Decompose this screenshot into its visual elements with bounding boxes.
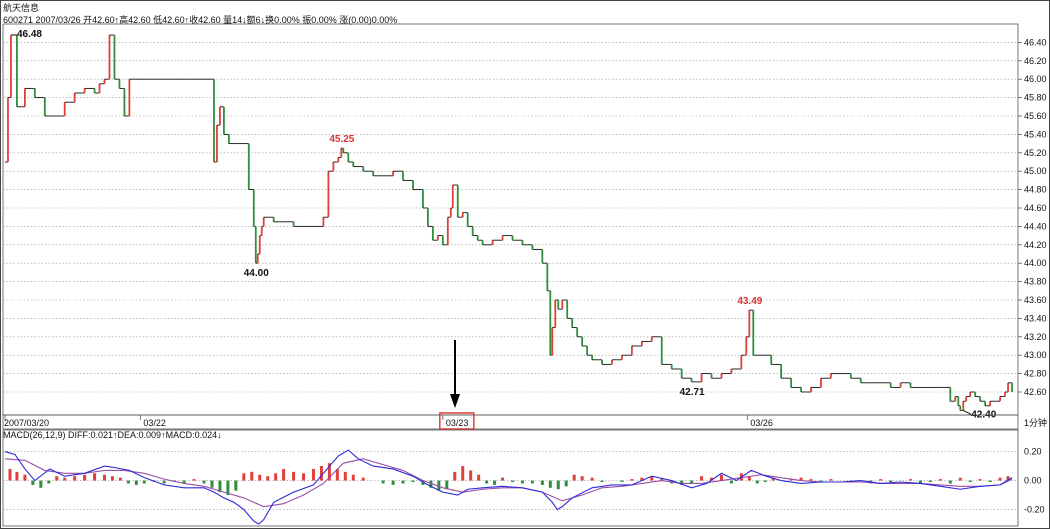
price-annotation-label: 44.00 <box>244 268 269 279</box>
date-tick-label: 03/23 <box>446 418 469 428</box>
price-y-tick-label: 44.00 <box>1024 258 1047 268</box>
macd-panel <box>2 429 1019 527</box>
price-y-tick-label: 43.60 <box>1024 295 1047 305</box>
price-y-tick-label: 46.40 <box>1024 37 1047 47</box>
macd-lines <box>4 449 1013 525</box>
date-tick-label: 03/26 <box>750 418 773 428</box>
price-annotation-label: 43.49 <box>737 296 762 307</box>
interval-label[interactable]: 1分钟 <box>1024 417 1047 428</box>
price-y-tick-label: 45.80 <box>1024 93 1047 103</box>
price-y-tick-label: 43.20 <box>1024 332 1047 342</box>
date-x-axis: 2007/03/20 03/22 03/23 03/26 <box>4 412 773 430</box>
macd-y-tick-label: 0.20 <box>1024 447 1042 457</box>
macd-title: MACD(26,12,9) DIFF:0.021↑DEA:0.009↑MACD:… <box>3 430 222 440</box>
price-annotation-label: 46.48 <box>17 29 42 40</box>
date-tick-label: 2007/03/20 <box>4 418 49 428</box>
price-annotation-label: 42.71 <box>680 387 705 398</box>
diff-line <box>4 449 1013 525</box>
price-y-axis: 46.40 46.20 46.00 45.80 45.60 45.40 45.20 45.00… <box>1018 37 1047 397</box>
macd-y-tick-label: 0.00 <box>1024 476 1042 486</box>
price-y-tick-label: 46.00 <box>1024 74 1047 84</box>
price-y-tick-label: 42.60 <box>1024 387 1047 397</box>
price-y-tick-label: 44.80 <box>1024 185 1047 195</box>
price-y-tick-label: 45.20 <box>1024 148 1047 158</box>
price-y-tick-label: 43.40 <box>1024 313 1047 323</box>
quote-line: 600271 2007/03/26 开42.60↑高42.60 低42.60↑收… <box>3 14 397 25</box>
price-y-tick-label: 43.00 <box>1024 350 1047 360</box>
dea-line <box>4 458 1013 508</box>
price-y-tick-label: 42.80 <box>1024 369 1047 379</box>
price-y-tick-label: 44.40 <box>1024 221 1047 231</box>
date-tick-label: 03/22 <box>143 418 166 428</box>
price-y-tick-label: 44.20 <box>1024 240 1047 250</box>
highlight-box <box>439 412 475 430</box>
macd-y-tick-label: -0.20 <box>1024 505 1045 515</box>
price-y-tick-label: 44.60 <box>1024 203 1047 213</box>
price-y-tick-label: 46.20 <box>1024 56 1047 66</box>
stock-name: 航天信息 <box>3 2 39 13</box>
date-axis-strip <box>2 414 1019 430</box>
price-y-tick-label: 45.00 <box>1024 166 1047 176</box>
annotation-leader <box>963 409 972 415</box>
price-y-tick-label: 43.80 <box>1024 277 1047 287</box>
price-gridlines <box>3 42 1018 393</box>
price-y-tick-label: 45.60 <box>1024 111 1047 121</box>
annotation-arrowhead <box>450 394 460 408</box>
price-y-tick-label: 45.40 <box>1024 129 1047 139</box>
price-annotation-label: 45.25 <box>329 134 354 145</box>
price-series <box>5 34 1013 411</box>
